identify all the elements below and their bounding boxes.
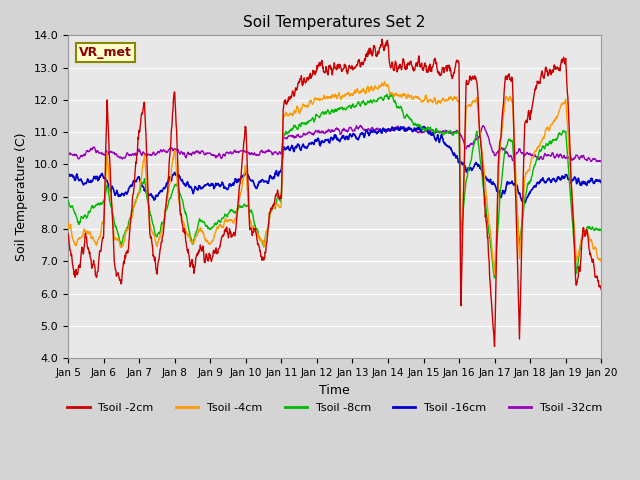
Y-axis label: Soil Temperature (C): Soil Temperature (C) — [15, 132, 28, 261]
Legend: Tsoil -2cm, Tsoil -4cm, Tsoil -8cm, Tsoil -16cm, Tsoil -32cm: Tsoil -2cm, Tsoil -4cm, Tsoil -8cm, Tsoi… — [63, 398, 606, 417]
Text: VR_met: VR_met — [79, 47, 132, 60]
Title: Soil Temperatures Set 2: Soil Temperatures Set 2 — [243, 15, 426, 30]
X-axis label: Time: Time — [319, 384, 350, 396]
